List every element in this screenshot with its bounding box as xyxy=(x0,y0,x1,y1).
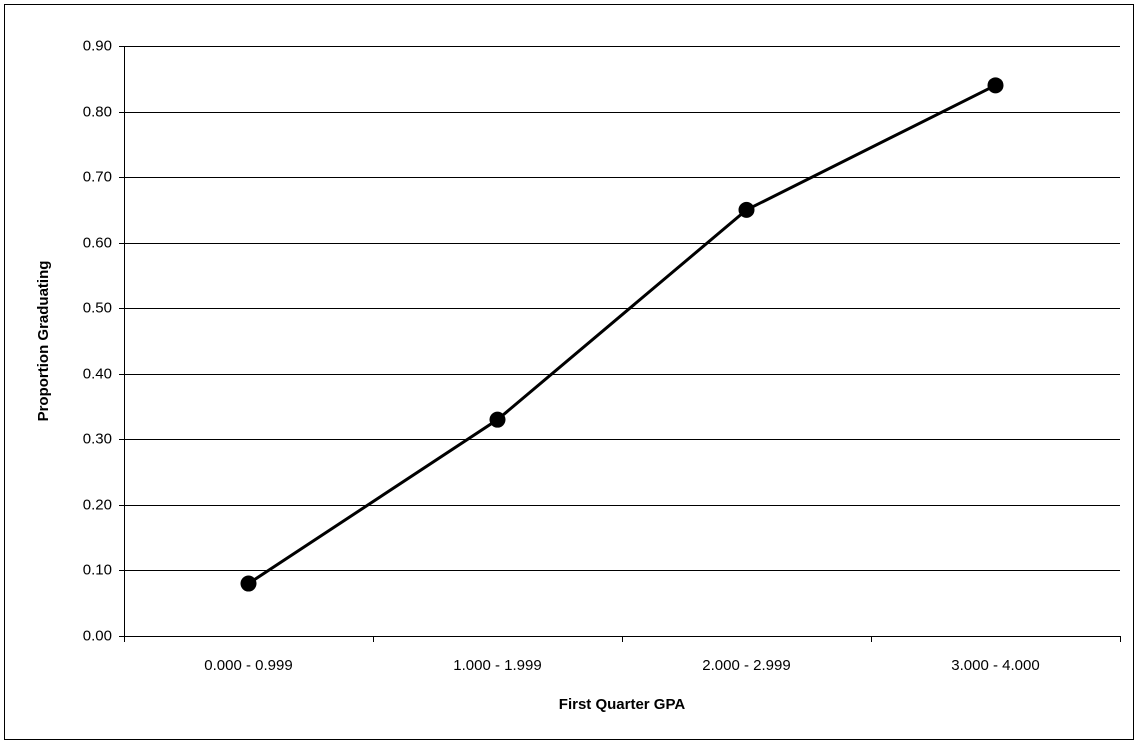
y-tick-label: 0.90 xyxy=(83,37,112,54)
x-tick-label: 0.000 - 0.999 xyxy=(204,657,292,674)
y-tick-label: 0.20 xyxy=(83,496,112,513)
y-tick-label: 0.40 xyxy=(83,365,112,382)
data-point xyxy=(240,575,257,592)
y-tick-label: 0.50 xyxy=(83,299,112,316)
y-tick-label: 0.10 xyxy=(83,561,112,578)
y-tick-label: 0.70 xyxy=(83,168,112,185)
x-tick-label: 3.000 - 4.000 xyxy=(951,657,1039,674)
y-axis-title: Proportion Graduating xyxy=(35,261,52,422)
x-tick-label: 2.000 - 2.999 xyxy=(702,657,790,674)
y-tick-label: 0.30 xyxy=(83,430,112,447)
data-point xyxy=(987,77,1004,94)
data-line xyxy=(247,83,997,585)
x-axis-title: First Quarter GPA xyxy=(559,696,686,713)
y-tick-label: 0.00 xyxy=(83,627,112,644)
x-tick-label: 1.000 - 1.999 xyxy=(453,657,541,674)
y-tick-label: 0.60 xyxy=(83,234,112,251)
y-tick-label: 0.80 xyxy=(83,103,112,120)
data-point xyxy=(738,201,755,218)
data-point xyxy=(489,411,506,428)
chart-border xyxy=(4,4,1134,740)
